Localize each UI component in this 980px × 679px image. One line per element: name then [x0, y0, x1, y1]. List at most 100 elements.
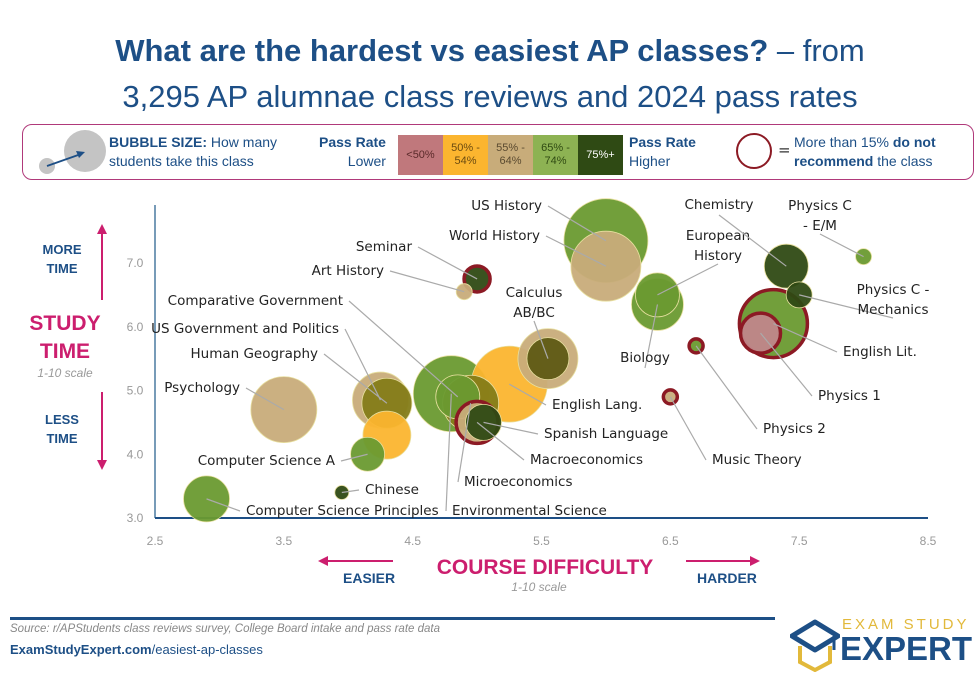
x-tick-label: 3.5: [275, 534, 292, 548]
leader-line: [508, 383, 547, 406]
bubble-label: Macroeconomics: [530, 452, 643, 468]
bubble-label: Comparative Government: [168, 293, 343, 309]
exam-study-expert-logo: EXAM STUDY EXPERT: [790, 612, 975, 672]
leader-line: [533, 320, 549, 359]
url-domain: ExamStudyExpert.com: [10, 642, 152, 657]
bubble-label: Chemistry: [684, 197, 753, 213]
bubble-label: US Government and Politics: [151, 321, 339, 337]
bubble-label: Physics C -: [857, 282, 930, 298]
pass-rate-label: Pass Rate: [629, 134, 696, 150]
not-recommended-ring-icon: [736, 133, 772, 169]
leader-line: [483, 421, 539, 435]
bubble-label: Chinese: [365, 482, 419, 498]
bubble-label: Physics 1: [818, 388, 881, 404]
bubble-label: Human Geography: [190, 346, 318, 362]
leader-line: [389, 270, 465, 293]
chart-title: What are the hardest vs easiest AP class…: [0, 28, 980, 120]
pass-rate-swatch: 50% - 54%: [443, 135, 488, 175]
leader-line: [245, 387, 285, 411]
bubble-label: English Lang.: [552, 397, 642, 413]
subtitle: 3,295 AP alumnae class reviews and 2024 …: [122, 79, 858, 114]
x-tick-label: 4.5: [404, 534, 421, 548]
y-tick-label: 4.0: [127, 447, 144, 461]
down-arrow-head-icon: [97, 460, 107, 470]
logo-bottom-text: EXPERT: [840, 630, 973, 667]
bubble-size-text: How many: [207, 134, 278, 150]
bubble-label: Computer Science Principles: [246, 503, 439, 519]
x-axis-scale-note: 1-10 scale: [511, 580, 567, 594]
bubble-label: Mechanics: [858, 302, 929, 318]
bubble-size-icon: [39, 130, 106, 174]
bubble-label: Music Theory: [712, 452, 802, 468]
left-arrow-head-icon: [318, 556, 328, 566]
pass-rate-lower: Pass Rate Lower: [319, 133, 386, 171]
bubble-label: Psychology: [164, 380, 240, 396]
not-recommended-legend: More than 15% do not recommend the class: [794, 133, 936, 171]
url-path: /easiest-ap-classes: [151, 642, 263, 657]
leader-line: [695, 345, 758, 430]
leader-line: [669, 396, 707, 461]
source-link[interactable]: ExamStudyExpert.com/easiest-ap-classes: [10, 642, 263, 657]
bubble-label: Physics 2: [763, 421, 826, 437]
y-tick-label: 6.0: [127, 320, 144, 334]
leader-line: [457, 403, 472, 483]
leader-line: [341, 489, 360, 494]
leader-line: [657, 263, 719, 296]
harder-label: HARDER: [697, 570, 757, 586]
legend: BUBBLE SIZE: How many students take this…: [22, 124, 974, 180]
logo-top-text: EXAM STUDY: [842, 616, 970, 633]
x-tick-label: 8.5: [920, 534, 937, 548]
graduation-cap-icon: [790, 619, 840, 672]
ring-text-bold: do not: [892, 134, 936, 150]
pass-rate-swatch: <50%: [398, 135, 443, 175]
y-axis-title: STUDY TIME: [29, 312, 101, 363]
leader-line: [340, 453, 368, 462]
higher-label: Higher: [629, 153, 671, 169]
bubble-label: Physics C: [788, 198, 852, 214]
bubble-label: Microeconomics: [464, 474, 573, 490]
bubble-label: European: [686, 228, 750, 244]
leader-line: [760, 332, 813, 397]
bubble-label: Seminar: [356, 239, 413, 255]
leader-line: [644, 304, 659, 369]
y-tick-label: 3.0: [127, 511, 144, 525]
title-bold: What are the hardest vs easiest AP class…: [115, 33, 769, 68]
pass-rate-label: Pass Rate: [319, 134, 386, 150]
bubble-label: Computer Science A: [198, 453, 336, 469]
ring-text-bold-2: recommend: [794, 153, 874, 169]
leader-line: [344, 328, 381, 401]
pass-rate-higher: Pass Rate Higher: [629, 133, 696, 171]
equals-sign: =: [778, 141, 791, 159]
bubble-label: English Lit.: [843, 344, 917, 360]
bubble-label: - E/M: [803, 218, 837, 234]
leader-line: [348, 300, 459, 398]
leader-line: [545, 235, 607, 267]
bubble-size-label: BUBBLE SIZE:: [109, 134, 207, 150]
leader-line: [718, 214, 787, 267]
bubble-label: AB/BC: [513, 305, 555, 321]
leader-line: [323, 353, 388, 404]
pass-rate-swatch: 65% - 74%: [533, 135, 578, 175]
source-note: Source: r/APStudents class reviews surve…: [10, 623, 440, 635]
leader-line: [547, 205, 607, 242]
bubble-label: US History: [471, 198, 542, 214]
pass-rate-scale: <50% 50% - 54% 55% - 64% 65% - 74% 75%+: [398, 135, 623, 175]
bubble-label: Spanish Language: [544, 426, 668, 442]
bubble-label: Calculus: [506, 285, 563, 301]
bubble-label: World History: [449, 228, 540, 244]
x-axis-title: COURSE DIFFICULTY: [436, 556, 654, 579]
lower-label: Lower: [347, 153, 386, 169]
easier-label: EASIER: [343, 570, 396, 586]
leader-line: [476, 421, 525, 461]
leader-line: [417, 246, 478, 280]
footer-divider: [10, 617, 775, 620]
right-arrow-head-icon: [750, 556, 760, 566]
bubble-label: History: [694, 248, 742, 264]
bubble-label: Biology: [620, 350, 670, 366]
leader-line: [206, 498, 241, 512]
title-rest: – from: [768, 33, 865, 68]
y-tick-label: 7.0: [127, 256, 144, 270]
less-time-label: LESS TIME: [45, 412, 79, 446]
y-axis-scale-note: 1-10 scale: [37, 366, 93, 380]
